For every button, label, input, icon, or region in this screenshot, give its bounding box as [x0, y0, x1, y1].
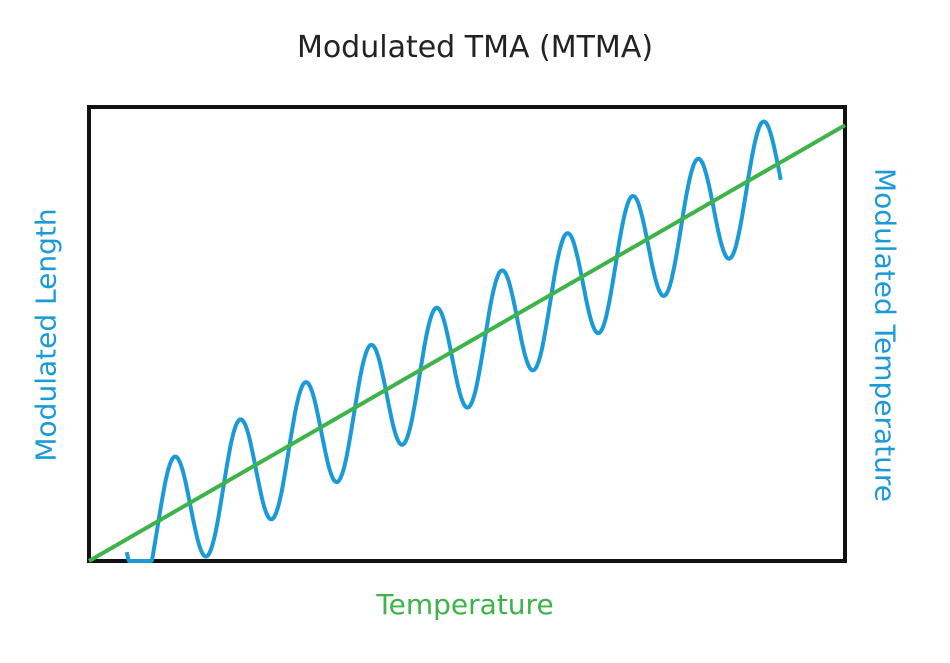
x-axis-label: Temperature [376, 588, 554, 621]
series-layer [88, 119, 846, 563]
modulated-length-curve [124, 119, 783, 563]
plot-frame [87, 105, 847, 563]
right-axis-label: Modulated Temperature [868, 168, 902, 502]
linear-temperature-line [88, 123, 846, 563]
chart-title: Modulated TMA (MTMA) [296, 30, 654, 65]
left-axis-label: Modulated Length [29, 208, 63, 462]
